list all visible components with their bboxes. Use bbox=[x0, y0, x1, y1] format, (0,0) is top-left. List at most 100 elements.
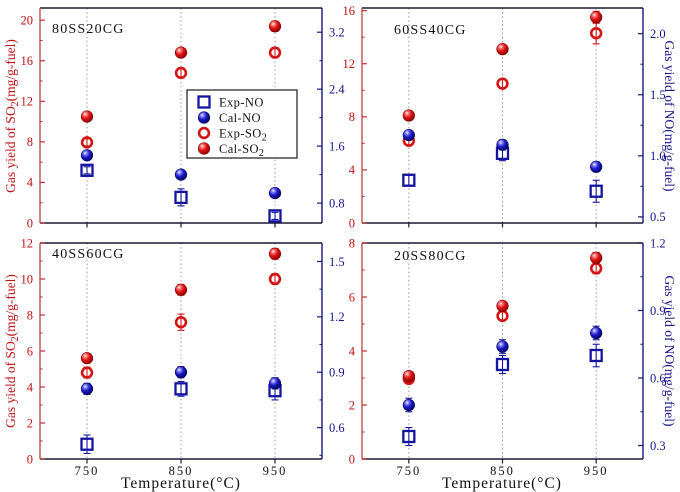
y-tick-label: 1.5 bbox=[650, 88, 666, 102]
panel-title-top-left: 80SS20CG bbox=[52, 22, 125, 37]
y-tick-label: 4 bbox=[27, 176, 34, 190]
y-tick-label: 2.0 bbox=[650, 27, 666, 41]
legend-marker-cal-so2 bbox=[197, 142, 211, 155]
y-tick-label: 0 bbox=[27, 452, 33, 466]
x-tick-label: 850 bbox=[490, 464, 515, 478]
marker-cal-so2 bbox=[496, 43, 509, 56]
y-tick-label: 12 bbox=[21, 95, 34, 109]
marker-cal-no bbox=[174, 168, 188, 181]
y-tick-label: 8 bbox=[27, 308, 33, 322]
y-tick-label: 3.2 bbox=[329, 26, 345, 40]
marker-cal-no bbox=[402, 128, 415, 142]
marker-cal-no bbox=[80, 382, 94, 395]
y-tick-label: 16 bbox=[343, 4, 356, 18]
y-tick-label: 0.6 bbox=[650, 371, 666, 385]
y-tick-label: 0 bbox=[27, 216, 33, 230]
y-tick-label: 8 bbox=[27, 135, 33, 149]
y-tick-label: 1.5 bbox=[329, 255, 345, 269]
marker-cal-no bbox=[590, 326, 603, 340]
marker-cal-no bbox=[590, 160, 603, 173]
marker-cal-so2 bbox=[174, 283, 188, 296]
marker-cal-so2 bbox=[174, 46, 188, 59]
marker-cal-so2 bbox=[590, 251, 603, 264]
marker-cal-no bbox=[496, 138, 509, 151]
y-tick-label: 0.3 bbox=[650, 439, 666, 453]
x-tick-label: 850 bbox=[169, 464, 194, 478]
marker-cal-so2 bbox=[80, 352, 94, 365]
marker-cal-no bbox=[268, 186, 282, 200]
y-tick-label: 1.6 bbox=[329, 139, 345, 153]
legend: Exp-NO Cal-NO Exp-SO2 Cal-SO2 bbox=[186, 89, 298, 159]
y-tick-label: 0.9 bbox=[650, 304, 666, 318]
y-tick-label: 4 bbox=[27, 380, 34, 394]
marker-exp-so2 bbox=[268, 46, 282, 59]
x-tick-label: 750 bbox=[396, 464, 421, 478]
x-tick-label: 750 bbox=[75, 464, 100, 478]
y-tick-label: 16 bbox=[21, 54, 34, 68]
marker-cal-so2 bbox=[268, 20, 282, 33]
legend-marker-exp-no bbox=[197, 95, 211, 109]
legend-label-exp-so2: Exp-SO2 bbox=[219, 126, 267, 143]
marker-cal-no bbox=[80, 149, 94, 162]
legend-marker-cal-no bbox=[197, 111, 211, 124]
y-axis-label-no-bottom: Gas yield of NO(mg/g-fuel) bbox=[662, 275, 677, 426]
y-tick-label: 20 bbox=[21, 13, 34, 27]
x-tick-label: 950 bbox=[263, 464, 288, 478]
y-axis-label-so2-bottom: Gas yield of SO2(mg/g-fuel) bbox=[3, 274, 21, 428]
marker-exp-so2 bbox=[268, 272, 282, 286]
y-tick-label: 4 bbox=[349, 344, 356, 358]
y-tick-label: 10 bbox=[21, 272, 34, 286]
panel-60ss40cg: 0 4 8 12 16 0.5 1.0 1.5 2.0 bbox=[343, 4, 666, 230]
marker-exp-no bbox=[174, 382, 188, 396]
legend-label-cal-so2: Cal-SO2 bbox=[219, 142, 264, 159]
y-tick-label: 0.6 bbox=[329, 421, 345, 435]
marker-exp-no bbox=[589, 184, 603, 198]
marker-cal-no bbox=[496, 340, 509, 353]
y-tick-label: 0.5 bbox=[650, 210, 666, 224]
y-tick-label: 2 bbox=[349, 398, 355, 412]
y-tick-label: 0 bbox=[349, 452, 355, 466]
marker-exp-no bbox=[80, 163, 94, 177]
panel-80ss20cg: 0 4 8 12 16 20 0.8 1.6 2.4 3.2 bbox=[21, 7, 345, 230]
y-tick-label: 2.4 bbox=[329, 82, 345, 96]
marker-exp-so2 bbox=[174, 316, 188, 329]
marker-cal-so2 bbox=[402, 370, 415, 383]
y-axis-label-so2-top: Gas yield of SO2(mg/g-fuel) bbox=[3, 39, 21, 193]
marker-exp-no bbox=[495, 357, 510, 372]
marker-exp-so2 bbox=[80, 136, 94, 149]
marker-cal-so2 bbox=[496, 299, 509, 313]
y-tick-label: 8 bbox=[349, 236, 355, 250]
y-tick-label: 0.8 bbox=[329, 196, 345, 210]
y-tick-label: 12 bbox=[21, 236, 34, 250]
y-tick-label: 1.2 bbox=[329, 310, 345, 324]
y-tick-label: 6 bbox=[27, 344, 33, 358]
panel-title-top-right: 60SS40CG bbox=[394, 23, 467, 38]
panel-20ss80cg: 0 2 4 6 8 0.3 0.6 0.9 1.2 750 850 950 bbox=[349, 236, 666, 478]
y-tick-label: 8 bbox=[349, 110, 355, 124]
marker-exp-so2 bbox=[80, 366, 94, 379]
marker-exp-no bbox=[402, 173, 416, 187]
marker-exp-so2 bbox=[589, 27, 603, 40]
legend-label-exp-no: Exp-NO bbox=[219, 95, 264, 109]
y-tick-label: 1.0 bbox=[650, 149, 666, 163]
marker-cal-so2 bbox=[590, 11, 603, 24]
plot-panels: 0481216200.81.62.43.204812160.51.01.52.0… bbox=[21, 4, 666, 478]
marker-exp-no bbox=[174, 190, 188, 205]
y-tick-label: 12 bbox=[343, 57, 356, 71]
panel-title-bottom-left: 40SS60CG bbox=[52, 247, 125, 262]
legend-marker-exp-so2 bbox=[197, 126, 211, 140]
marker-exp-so2 bbox=[174, 66, 188, 80]
marker-exp-no bbox=[268, 209, 282, 223]
marker-cal-no bbox=[174, 366, 188, 379]
marker-exp-no bbox=[589, 348, 603, 363]
panel-title-bottom-right: 20SS80CG bbox=[394, 249, 467, 264]
y-tick-label: 1.2 bbox=[650, 236, 666, 250]
marker-exp-no bbox=[80, 437, 94, 451]
marker-cal-so2 bbox=[402, 109, 415, 122]
marker-cal-no bbox=[402, 398, 415, 412]
y-tick-label: 0.9 bbox=[329, 366, 345, 380]
marker-exp-no bbox=[402, 429, 416, 444]
panel-40ss60cg: 0 2 4 6 8 10 12 0.6 0.9 1.2 1.5 750 850 950 bbox=[21, 236, 345, 478]
